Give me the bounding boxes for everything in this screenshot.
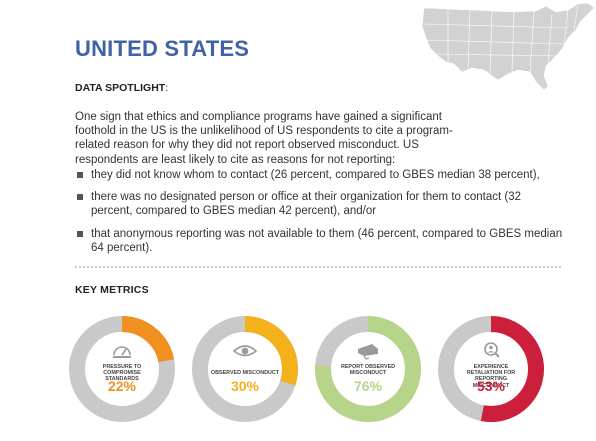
eye-icon — [232, 345, 258, 357]
metric-label: PRESSURE TO COMPROMISE STANDARDS — [102, 364, 142, 383]
metric-report-donut: REPORT OBSERVED MISCONDUCT 76% — [313, 314, 423, 424]
person-search-icon — [484, 342, 500, 358]
spotlight-label: DATA SPOTLIGHT — [75, 82, 166, 94]
ring-value-arc — [315, 316, 421, 422]
metric-label: EXPERIENCE RETALIATION FOR REPORTING MIS… — [466, 364, 516, 389]
bullet-square-icon — [77, 230, 83, 237]
donut-ring — [69, 316, 175, 422]
metric-value: 30% — [230, 378, 260, 394]
donut-ring — [315, 316, 421, 422]
spotlight-colon: : — [165, 82, 169, 94]
megaphone-icon — [358, 344, 378, 360]
bullet-square-icon — [77, 194, 83, 201]
us-map-icon — [421, 2, 595, 91]
metric-value: 53% — [476, 378, 506, 394]
ring-value-arc — [438, 316, 544, 422]
list-item-text: there was no designated person or office… — [91, 191, 522, 218]
donut-ring — [192, 316, 298, 422]
dotted-divider — [75, 266, 561, 268]
list-item: there was no designated person or office… — [75, 190, 565, 218]
metric-pressure-donut: PRESSURE TO COMPROMISE STANDARDS 22% — [67, 314, 177, 424]
ring-value-arc — [192, 316, 298, 422]
metric-retaliation-donut: EXPERIENCE RETALIATION FOR REPORTING MIS… — [436, 314, 546, 424]
key-metrics-heading: KEY METRICS — [75, 284, 149, 296]
data-spotlight-heading: DATA SPOTLIGHT: — [75, 82, 168, 94]
list-item-text: they did not know whom to contact (26 pe… — [91, 169, 540, 181]
intro-paragraph: One sign that ethics and compliance prog… — [75, 111, 453, 166]
donut-ring — [438, 316, 544, 422]
metric-value: 76% — [353, 378, 383, 394]
gauge-icon — [113, 346, 131, 358]
bullet-square-icon — [77, 172, 83, 178]
list-item: that anonymous reporting was not availab… — [75, 227, 565, 255]
page-title: UNITED STATES — [75, 36, 250, 61]
metric-observed-donut: OBSERVED MISCONDUCT 30% — [190, 314, 300, 424]
metric-value: 22% — [107, 378, 137, 394]
metric-label: REPORT OBSERVED MISCONDUCT — [340, 364, 396, 377]
reasons-list: they did not know whom to contact (26 pe… — [75, 168, 565, 263]
ring-value-arc — [69, 316, 175, 422]
metric-label: OBSERVED MISCONDUCT — [210, 370, 280, 376]
list-item: they did not know whom to contact (26 pe… — [75, 168, 565, 182]
list-item-text: that anonymous reporting was not availab… — [91, 227, 563, 254]
